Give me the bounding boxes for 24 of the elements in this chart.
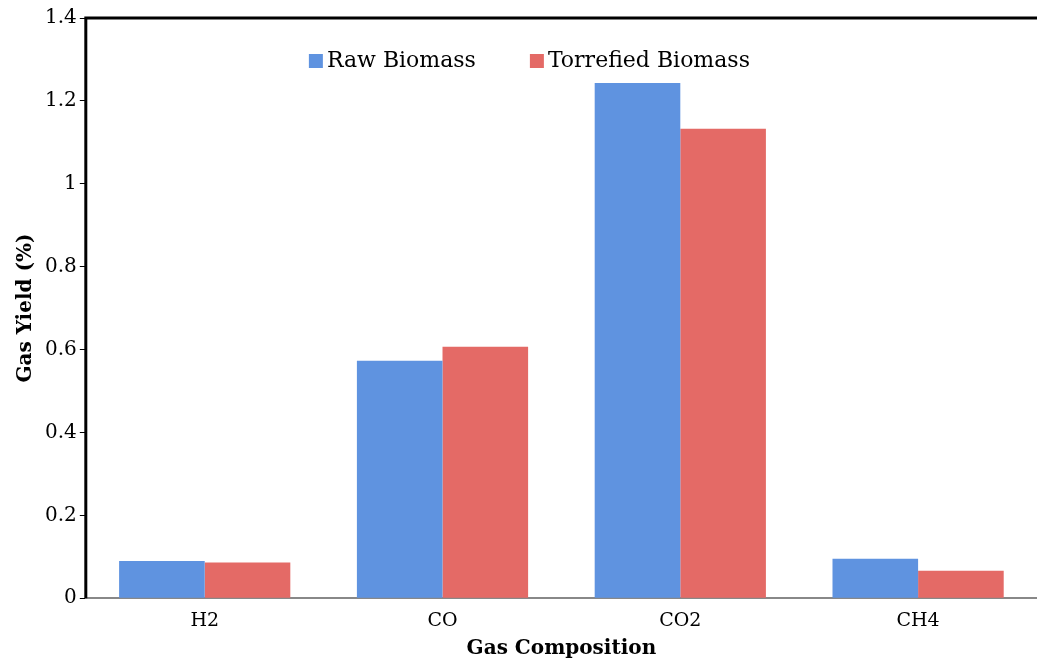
x-axis-title: Gas Composition xyxy=(466,635,657,660)
y-axis-title: Gas Yield (%) xyxy=(12,233,37,383)
y-tick-label: 1.2 xyxy=(44,87,77,112)
y-tick-label: 0.8 xyxy=(44,252,77,277)
y-tick-label: 1 xyxy=(64,169,77,194)
legend-label: Raw Biomass xyxy=(326,46,476,72)
bar xyxy=(680,128,766,598)
x-tick-label: H2 xyxy=(190,607,220,630)
bar xyxy=(356,360,443,598)
y-tick-label: 0.6 xyxy=(44,335,77,360)
x-tick-label: CH4 xyxy=(896,607,940,630)
x-tick-label: CO xyxy=(427,607,458,630)
y-tick-label: 1.4 xyxy=(44,4,77,29)
bar xyxy=(204,562,291,598)
bar xyxy=(594,83,681,598)
legend-label: Torrefied Biomass xyxy=(547,46,750,72)
y-tick-label: 0.2 xyxy=(44,501,77,526)
y-tick-label: 0.4 xyxy=(44,418,77,443)
x-tick-label: CO2 xyxy=(659,607,702,630)
bar xyxy=(119,560,205,598)
bar xyxy=(832,558,919,598)
bar xyxy=(442,346,529,598)
y-tick-label: 0 xyxy=(64,584,77,609)
bar xyxy=(918,570,1004,598)
